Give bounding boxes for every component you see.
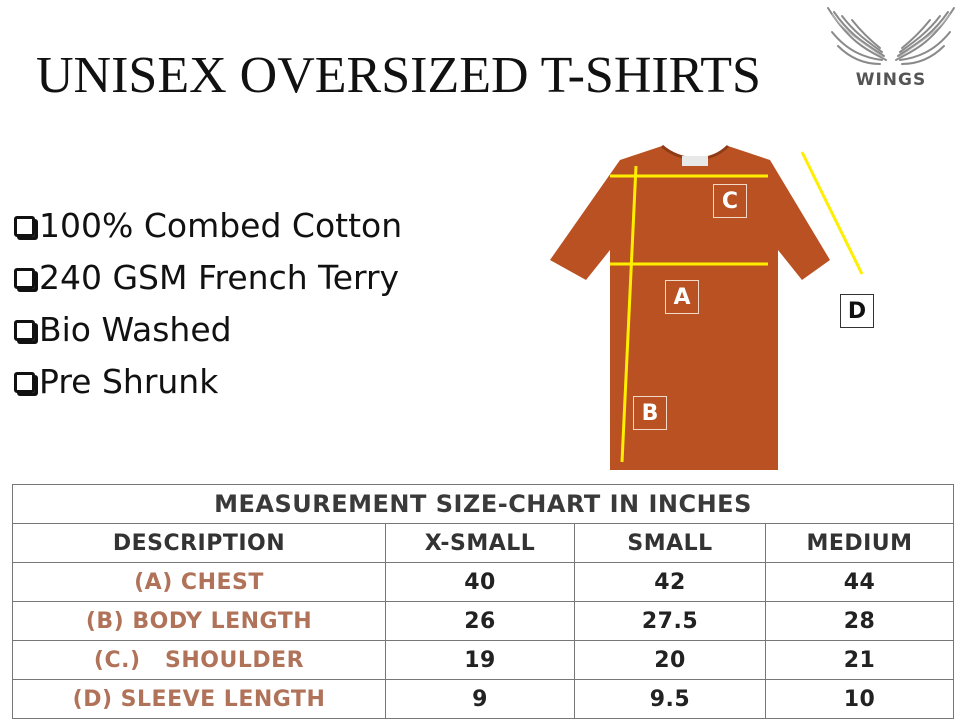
tshirt-icon [550,144,864,470]
wings-icon [827,7,955,65]
cell-value: 10 [765,679,954,719]
cell-value: 40 [385,562,575,602]
table-row: (D) SLEEVE LENGTH 9 9.5 10 [12,679,954,719]
marker-b: B [633,396,667,430]
feature-item: 100% Combed Cotton [14,200,402,252]
checkbox-icon [14,319,35,341]
cell-value: 44 [765,562,954,602]
column-header: X-SMALL [385,523,575,563]
table-header-row: DESCRIPTION X-SMALL SMALL MEDIUM [12,523,954,563]
cell-value: 9.5 [574,679,766,719]
cell-value: 21 [765,640,954,680]
table-heading-row: MEASUREMENT SIZE-CHART IN INCHES [12,484,954,524]
marker-c: C [713,184,747,218]
cell-value: 9 [385,679,575,719]
checkbox-icon [14,215,35,237]
feature-list: 100% Combed Cotton 240 GSM French Terry … [14,200,402,408]
feature-item: Pre Shrunk [14,356,402,408]
row-label: (B) BODY LENGTH [12,601,386,641]
marker-d: D [840,294,874,328]
checkbox-icon [14,371,35,393]
feature-item: Bio Washed [14,304,402,356]
brand-logo: WINGS [822,2,960,100]
row-label: (D) SLEEVE LENGTH [12,679,386,719]
feature-item: 240 GSM French Terry [14,252,402,304]
column-header: SMALL [574,523,766,563]
logo-text: WINGS [855,70,927,90]
row-label: (A) CHEST [12,562,386,602]
cell-value: 42 [574,562,766,602]
table-row: (C.) SHOULDER 19 20 21 [12,640,954,680]
checkbox-icon [14,267,35,289]
page-title: UNISEX OVERSIZED T-SHIRTS [36,47,761,104]
row-label: (C.) SHOULDER [12,640,386,680]
column-header: DESCRIPTION [12,523,386,563]
cell-value: 20 [574,640,766,680]
cell-value: 28 [765,601,954,641]
column-header: MEDIUM [765,523,954,563]
cell-value: 27.5 [574,601,766,641]
cell-value: 26 [385,601,575,641]
tshirt-diagram: C A B D [540,140,880,480]
table-row: (A) CHEST 40 42 44 [12,562,954,602]
table-heading: MEASUREMENT SIZE-CHART IN INCHES [12,484,954,524]
marker-a: A [665,280,699,314]
size-chart-table: MEASUREMENT SIZE-CHART IN INCHES DESCRIP… [12,484,954,719]
table-row: (B) BODY LENGTH 26 27.5 28 [12,601,954,641]
cell-value: 19 [385,640,575,680]
